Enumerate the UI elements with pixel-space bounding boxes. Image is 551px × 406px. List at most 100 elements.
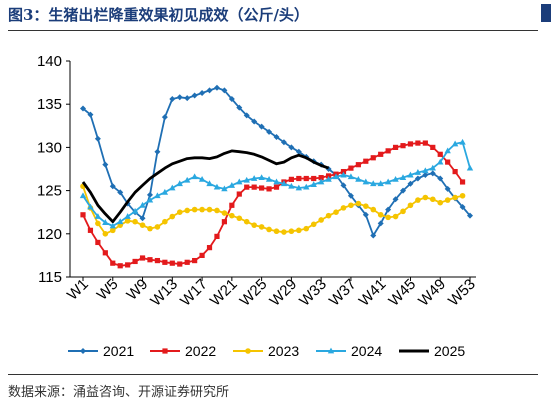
data-point-2024 bbox=[243, 176, 250, 183]
data-point-2022 bbox=[102, 250, 108, 256]
data-point-2024 bbox=[332, 173, 340, 180]
data-point-2024 bbox=[377, 180, 384, 187]
data-point-2023 bbox=[139, 222, 146, 228]
data-point-2024 bbox=[310, 181, 317, 187]
data-point-2021 bbox=[392, 196, 399, 203]
data-point-2022 bbox=[311, 175, 317, 182]
data-point-2023 bbox=[132, 218, 138, 225]
data-point-2022 bbox=[422, 140, 428, 146]
data-point-2022 bbox=[378, 151, 384, 157]
data-point-2022 bbox=[385, 148, 391, 154]
data-point-2022 bbox=[370, 155, 376, 161]
series-2021 bbox=[80, 84, 473, 239]
footer-rule bbox=[8, 374, 538, 375]
data-point-2023 bbox=[229, 212, 235, 219]
adjacent-panel-edge bbox=[541, 4, 551, 22]
y-tick-label: 115 bbox=[38, 269, 62, 286]
data-point-2021 bbox=[221, 87, 228, 94]
data-point-2021 bbox=[184, 95, 191, 102]
data-point-2023 bbox=[214, 207, 220, 214]
data-point-2021 bbox=[213, 84, 220, 91]
data-point-2023 bbox=[184, 207, 190, 214]
data-point-2021 bbox=[146, 191, 153, 198]
data-point-2021 bbox=[251, 118, 258, 125]
data-point-2022 bbox=[430, 144, 436, 150]
data-point-2024 bbox=[407, 171, 414, 178]
data-point-2022 bbox=[259, 185, 265, 191]
y-tick-label: 140 bbox=[37, 53, 62, 70]
series-2023 bbox=[80, 183, 466, 237]
x-tick-label: W53 bbox=[445, 276, 479, 310]
data-point-2023 bbox=[377, 211, 384, 218]
data-point-2021 bbox=[414, 175, 421, 182]
data-point-2022 bbox=[251, 184, 257, 190]
title-rule bbox=[8, 30, 538, 31]
x-tick-label: W21 bbox=[207, 276, 241, 310]
data-point-2023 bbox=[176, 209, 183, 215]
data-point-2021 bbox=[347, 192, 354, 199]
data-point-2021 bbox=[407, 180, 414, 187]
data-point-2021 bbox=[422, 172, 429, 179]
data-point-2023 bbox=[221, 210, 228, 216]
data-point-2024 bbox=[265, 175, 273, 182]
data-point-2022 bbox=[80, 212, 86, 218]
data-source-note: 数据来源：涌益咨询、开源证券研究所 bbox=[8, 385, 230, 400]
data-point-2022 bbox=[445, 159, 451, 165]
data-point-2022 bbox=[236, 191, 242, 197]
data-point-2022 bbox=[221, 219, 228, 225]
data-point-2023 bbox=[363, 203, 369, 209]
data-point-2023 bbox=[415, 197, 421, 203]
data-point-2022 bbox=[139, 255, 146, 261]
data-point-2024 bbox=[198, 175, 206, 182]
x-tick-label: W37 bbox=[326, 276, 360, 310]
data-point-2024 bbox=[370, 180, 377, 187]
data-point-2022 bbox=[288, 176, 294, 182]
x-tick-label: W25 bbox=[237, 276, 271, 310]
data-point-2022 bbox=[110, 260, 116, 266]
data-point-2023 bbox=[191, 206, 198, 213]
data-point-2024 bbox=[94, 213, 102, 219]
data-point-2024 bbox=[444, 147, 451, 154]
data-point-2021 bbox=[444, 185, 451, 192]
data-point-2021 bbox=[295, 148, 302, 155]
data-point-2023 bbox=[206, 206, 213, 213]
data-point-2021 bbox=[94, 135, 101, 142]
data-point-2023 bbox=[199, 206, 205, 213]
x-tick-label: W45 bbox=[385, 276, 419, 310]
data-point-2023 bbox=[370, 206, 377, 213]
data-point-2022 bbox=[415, 140, 421, 146]
data-point-2024 bbox=[392, 175, 399, 182]
data-point-2022 bbox=[340, 168, 347, 175]
data-point-2021 bbox=[236, 104, 243, 111]
data-point-2024 bbox=[466, 164, 474, 171]
data-point-2024 bbox=[161, 188, 169, 195]
data-point-2021 bbox=[154, 148, 161, 155]
data-point-2024 bbox=[109, 222, 116, 229]
legend-item-2021: 2021 bbox=[68, 343, 134, 359]
data-point-2024 bbox=[429, 164, 436, 171]
data-point-2024 bbox=[213, 183, 221, 190]
legend-marker bbox=[245, 348, 251, 354]
data-point-2024 bbox=[288, 182, 295, 189]
data-point-2023 bbox=[407, 202, 414, 209]
data-point-2024 bbox=[325, 175, 332, 182]
data-point-2021 bbox=[288, 144, 295, 151]
data-point-2021 bbox=[206, 87, 213, 94]
x-tick-label: W33 bbox=[296, 276, 330, 310]
data-point-2023 bbox=[429, 196, 436, 203]
data-point-2021 bbox=[228, 96, 235, 103]
data-point-2022 bbox=[303, 175, 309, 182]
data-point-2023 bbox=[422, 194, 429, 201]
data-point-2024 bbox=[124, 213, 131, 219]
data-point-2021 bbox=[176, 94, 183, 101]
data-point-2023 bbox=[437, 199, 444, 206]
data-point-2021 bbox=[437, 175, 444, 182]
data-point-2024 bbox=[258, 174, 265, 181]
data-point-2024 bbox=[355, 175, 362, 182]
data-point-2021 bbox=[80, 105, 86, 112]
data-point-2023 bbox=[385, 214, 391, 221]
data-point-2022 bbox=[147, 257, 153, 263]
data-point-2021 bbox=[429, 170, 436, 177]
data-point-2024 bbox=[169, 184, 176, 191]
data-point-2021 bbox=[400, 187, 407, 194]
